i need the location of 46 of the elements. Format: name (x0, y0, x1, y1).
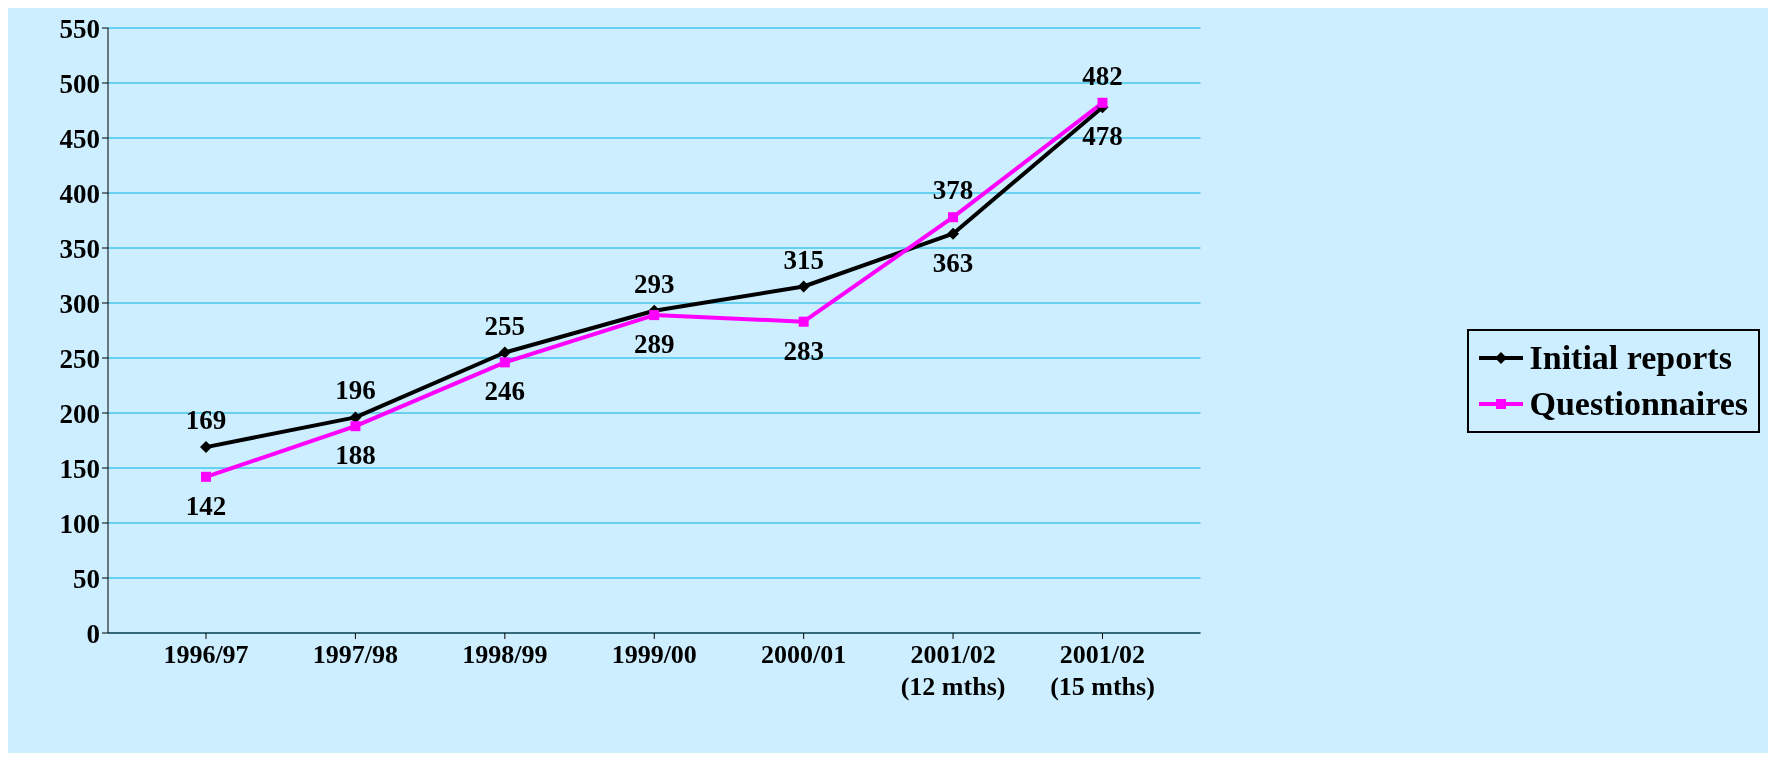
x-tick-label: 1996/97 (163, 640, 249, 669)
y-tick-label: 150 (59, 453, 100, 484)
legend-label: Questionnaires (1529, 383, 1748, 424)
point (798, 316, 809, 327)
x-tick-label: 2000/01 (761, 640, 847, 669)
y-tick-label: 300 (59, 288, 100, 319)
y-tick-label: 100 (59, 508, 100, 539)
x-tick-label: 2001/02 (12 mths) (900, 640, 1006, 701)
data-label: 196 (335, 375, 376, 406)
x-tick-label: 1999/00 (611, 640, 697, 669)
y-tick-label: 400 (59, 178, 100, 209)
data-label: 482 (1082, 60, 1123, 91)
data-label: 378 (932, 175, 974, 206)
data-label: 289 (633, 329, 675, 360)
point (649, 310, 660, 321)
point (499, 357, 510, 368)
point (947, 227, 960, 240)
data-label: 478 (1082, 121, 1123, 152)
data-label: 169 (185, 405, 227, 436)
x-tick-label: 1998/99 (462, 640, 548, 669)
data-label: 255 (484, 310, 526, 341)
y-tick-label: 350 (59, 233, 100, 264)
data-label: 363 (932, 247, 974, 278)
x-tick-label: 1997/98 (312, 640, 399, 669)
data-label: 142 (185, 490, 227, 521)
legend-label: Initial reports (1529, 337, 1732, 378)
data-label: 188 (335, 440, 376, 471)
point (200, 441, 212, 454)
point (797, 280, 810, 293)
y-tick-label: 550 (59, 13, 100, 44)
data-label: 246 (484, 376, 526, 407)
y-tick-label: 500 (59, 68, 100, 99)
y-tick-label: 450 (59, 123, 100, 154)
data-label: 315 (783, 244, 824, 275)
y-tick-label: 200 (59, 398, 100, 429)
y-tick-label: 0 (86, 618, 100, 649)
point (350, 421, 361, 432)
point (948, 212, 959, 223)
x-tick-label: 2001/02 (15 mths) (1050, 640, 1155, 701)
data-label: 283 (783, 335, 824, 366)
point (201, 471, 211, 482)
point (498, 346, 511, 359)
point (1097, 97, 1108, 108)
data-label: 293 (633, 268, 675, 299)
y-tick-label: 50 (73, 563, 100, 594)
y-tick-label: 250 (59, 343, 100, 374)
